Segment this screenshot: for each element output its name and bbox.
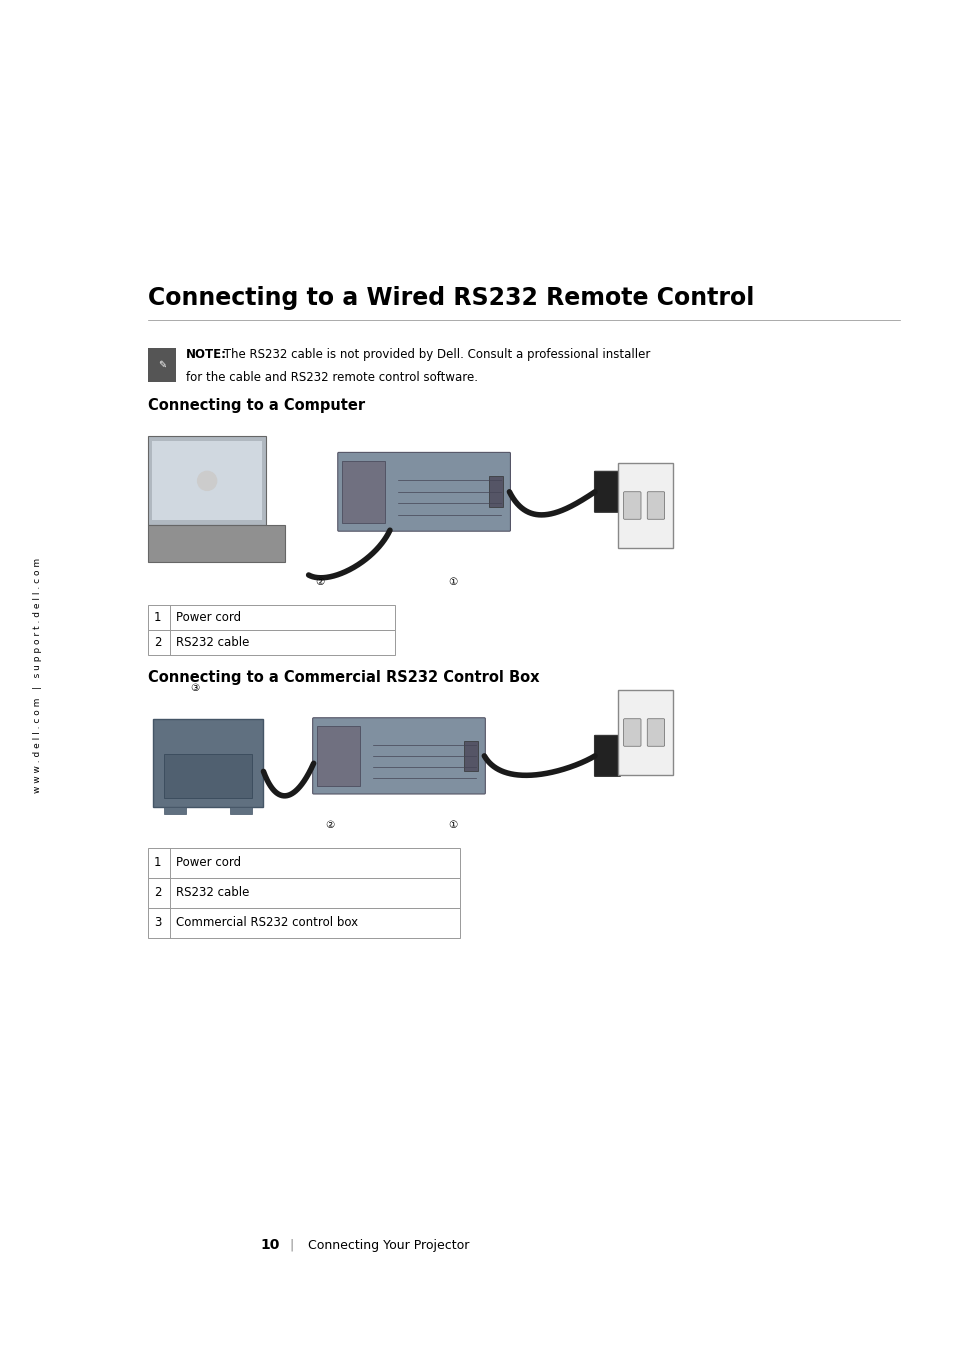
Text: RS232 cable: RS232 cable	[175, 887, 249, 899]
FancyBboxPatch shape	[148, 525, 285, 562]
Text: Connecting to a Commercial RS232 Control Box: Connecting to a Commercial RS232 Control…	[148, 670, 539, 684]
Text: 3: 3	[153, 917, 161, 930]
Bar	[148, 909, 459, 938]
Bar	[463, 741, 477, 771]
Text: Power cord: Power cord	[175, 612, 241, 624]
Text: for the cable and RS232 remote control software.: for the cable and RS232 remote control s…	[186, 371, 477, 383]
Text: ③: ③	[191, 683, 199, 693]
FancyBboxPatch shape	[337, 452, 510, 531]
FancyBboxPatch shape	[152, 718, 263, 806]
Text: Connecting to a Wired RS232 Remote Control: Connecting to a Wired RS232 Remote Contr…	[148, 286, 754, 310]
FancyBboxPatch shape	[618, 690, 672, 775]
Text: ①: ①	[448, 576, 457, 587]
Text: Connecting Your Projector: Connecting Your Projector	[308, 1238, 469, 1251]
Bar	[489, 477, 502, 508]
Bar	[164, 806, 186, 814]
Text: Power cord: Power cord	[175, 856, 241, 869]
Text: Commercial RS232 control box: Commercial RS232 control box	[175, 917, 357, 930]
FancyBboxPatch shape	[313, 718, 485, 794]
Bar	[148, 605, 395, 630]
FancyBboxPatch shape	[623, 718, 640, 747]
Text: ②: ②	[315, 576, 324, 587]
Text: 10: 10	[260, 1238, 280, 1251]
Bar	[148, 630, 395, 655]
FancyBboxPatch shape	[594, 736, 619, 776]
Text: 1: 1	[153, 856, 161, 869]
FancyBboxPatch shape	[164, 753, 253, 798]
FancyBboxPatch shape	[148, 436, 266, 525]
Bar	[148, 878, 459, 909]
FancyBboxPatch shape	[594, 471, 619, 512]
Text: ①: ①	[448, 819, 457, 830]
Text: RS232 cable: RS232 cable	[175, 636, 249, 649]
Text: |: |	[290, 1238, 294, 1251]
Text: Connecting to a Computer: Connecting to a Computer	[148, 398, 365, 413]
Bar	[148, 348, 175, 382]
Text: ②: ②	[325, 819, 335, 830]
FancyBboxPatch shape	[152, 441, 262, 520]
FancyBboxPatch shape	[646, 718, 664, 747]
Circle shape	[197, 471, 216, 490]
Text: NOTE:: NOTE:	[186, 348, 227, 360]
Text: The RS232 cable is not provided by Dell. Consult a professional installer: The RS232 cable is not provided by Dell.…	[220, 348, 650, 360]
FancyBboxPatch shape	[618, 463, 672, 548]
Bar	[342, 462, 384, 522]
Bar	[316, 726, 359, 786]
Text: 2: 2	[153, 636, 161, 649]
Bar	[148, 848, 459, 878]
Text: 2: 2	[153, 887, 161, 899]
Bar	[230, 806, 253, 814]
FancyBboxPatch shape	[646, 491, 664, 520]
Text: w w w . d e l l . c o m   |   s u p p o r t . d e l l . c o m: w w w . d e l l . c o m | s u p p o r t …	[33, 558, 43, 792]
Text: ✎: ✎	[158, 360, 166, 370]
Text: 1: 1	[153, 612, 161, 624]
FancyBboxPatch shape	[623, 491, 640, 520]
